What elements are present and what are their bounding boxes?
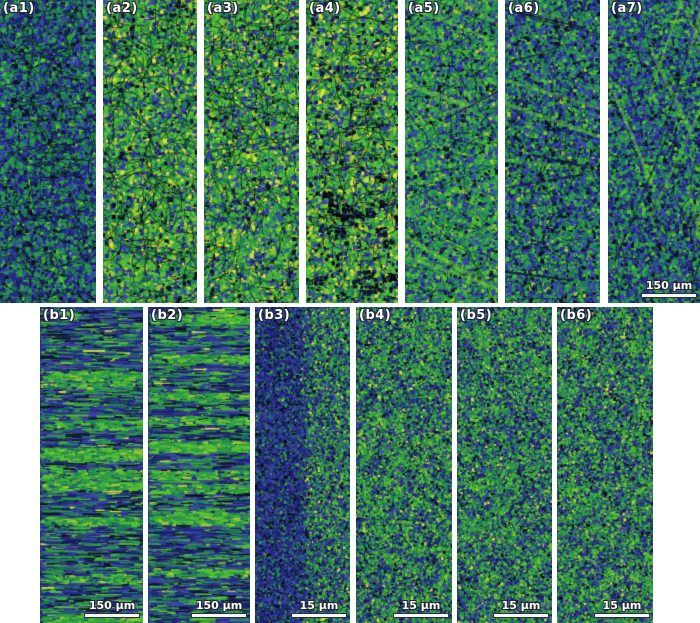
panel-b1: (b1) 150 μm [40, 307, 143, 623]
micrograph-canvas-b1 [40, 307, 143, 623]
panel-label-a7: (a7) [611, 1, 643, 16]
panel-label-a1: (a1) [3, 1, 35, 16]
panel-label-a5: (a5) [408, 1, 440, 16]
scale-bar-b2: 150 μm [192, 599, 246, 617]
scale-bar-line-b6 [595, 614, 649, 617]
panel-a3: (a3) [204, 0, 299, 303]
micrograph-canvas-a1 [0, 0, 96, 303]
scale-bar-a7: 150 μm [642, 279, 696, 297]
scale-bar-b5: 15 μm [494, 599, 548, 617]
micrograph-canvas-b2 [148, 307, 250, 623]
scale-bar-label-b2: 150 μm [195, 599, 243, 612]
panel-a6: (a6) [505, 0, 600, 303]
micrograph-canvas-b6 [557, 307, 653, 623]
scale-bar-label-b6: 15 μm [602, 599, 642, 612]
micrograph-canvas-b4 [356, 307, 452, 623]
panel-a4: (a4) [306, 0, 398, 303]
panel-label-b5: (b5) [460, 308, 493, 323]
panel-label-b3: (b3) [258, 308, 291, 323]
scale-bar-label-b4: 15 μm [401, 599, 441, 612]
panel-label-a6: (a6) [508, 1, 540, 16]
scale-bar-label-b5: 15 μm [501, 599, 541, 612]
panel-b4: (b4) 15 μm [356, 307, 452, 623]
scale-bar-line-b3 [292, 614, 346, 617]
micrograph-canvas-a6 [505, 0, 600, 303]
scale-bar-b1: 150 μm [85, 599, 139, 617]
panel-a7: (a7) 150 μm [608, 0, 700, 303]
scale-bar-line-b2 [192, 614, 246, 617]
panel-a1: (a1) [0, 0, 96, 303]
panel-label-a2: (a2) [106, 1, 138, 16]
panel-a2: (a2) [103, 0, 197, 303]
scale-bar-line-a7 [642, 294, 696, 297]
panel-b3: (b3) 15 μm [255, 307, 350, 623]
scale-bar-b6: 15 μm [595, 599, 649, 617]
scale-bar-b4: 15 μm [394, 599, 448, 617]
scale-bar-line-b4 [394, 614, 448, 617]
micrograph-canvas-a7 [608, 0, 700, 303]
scale-bar-line-b1 [85, 614, 139, 617]
panel-b5: (b5) 15 μm [457, 307, 552, 623]
micrograph-canvas-b5 [457, 307, 552, 623]
micrograph-canvas-a2 [103, 0, 197, 303]
scale-bar-label-b3: 15 μm [299, 599, 339, 612]
micrograph-canvas-b3 [255, 307, 350, 623]
panel-label-a3: (a3) [207, 1, 239, 16]
scale-bar-b3: 15 μm [292, 599, 346, 617]
panel-label-b1: (b1) [43, 308, 76, 323]
panel-label-b4: (b4) [359, 308, 392, 323]
panel-b2: (b2) 150 μm [148, 307, 250, 623]
scale-bar-label-a7: 150 μm [645, 279, 693, 292]
scale-bar-label-b1: 150 μm [88, 599, 136, 612]
micrograph-canvas-a4 [306, 0, 398, 303]
micrograph-canvas-a3 [204, 0, 299, 303]
micrograph-canvas-a5 [405, 0, 498, 303]
panel-a5: (a5) [405, 0, 498, 303]
scale-bar-line-b5 [494, 614, 548, 617]
panel-label-b6: (b6) [560, 308, 593, 323]
panel-b6: (b6) 15 μm [557, 307, 653, 623]
panel-label-b2: (b2) [151, 308, 184, 323]
panel-label-a4: (a4) [309, 1, 341, 16]
